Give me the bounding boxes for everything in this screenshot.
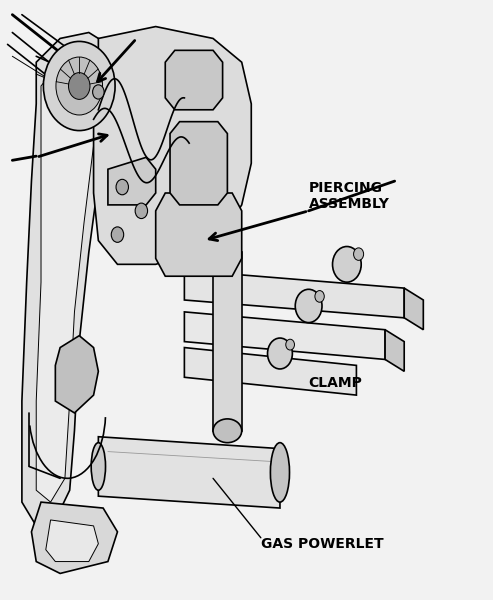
Polygon shape (170, 122, 227, 205)
Polygon shape (55, 335, 99, 413)
Polygon shape (32, 502, 117, 574)
Polygon shape (184, 312, 385, 359)
Circle shape (69, 73, 90, 100)
Circle shape (56, 57, 103, 115)
Polygon shape (165, 50, 223, 110)
Polygon shape (184, 347, 356, 395)
Polygon shape (213, 253, 242, 431)
Polygon shape (46, 520, 99, 562)
Polygon shape (404, 288, 423, 330)
Circle shape (135, 203, 147, 218)
Circle shape (93, 85, 104, 99)
Circle shape (286, 339, 294, 350)
Polygon shape (184, 270, 404, 318)
Circle shape (268, 338, 292, 369)
Polygon shape (36, 56, 94, 502)
Polygon shape (94, 26, 251, 265)
Polygon shape (22, 32, 108, 526)
Text: PIERCING
ASSEMBLY: PIERCING ASSEMBLY (309, 181, 389, 211)
Text: GAS POWERLET: GAS POWERLET (261, 537, 384, 551)
Polygon shape (99, 437, 280, 508)
Circle shape (116, 179, 129, 195)
Polygon shape (156, 193, 242, 276)
Ellipse shape (91, 443, 106, 490)
Circle shape (43, 41, 115, 131)
Ellipse shape (213, 419, 242, 443)
Circle shape (111, 227, 124, 242)
Polygon shape (108, 157, 156, 205)
Circle shape (353, 248, 364, 260)
Circle shape (295, 289, 322, 323)
Circle shape (332, 247, 361, 282)
Text: CLAMP: CLAMP (309, 376, 362, 390)
Ellipse shape (270, 443, 289, 502)
Polygon shape (385, 330, 404, 371)
Circle shape (315, 290, 324, 302)
